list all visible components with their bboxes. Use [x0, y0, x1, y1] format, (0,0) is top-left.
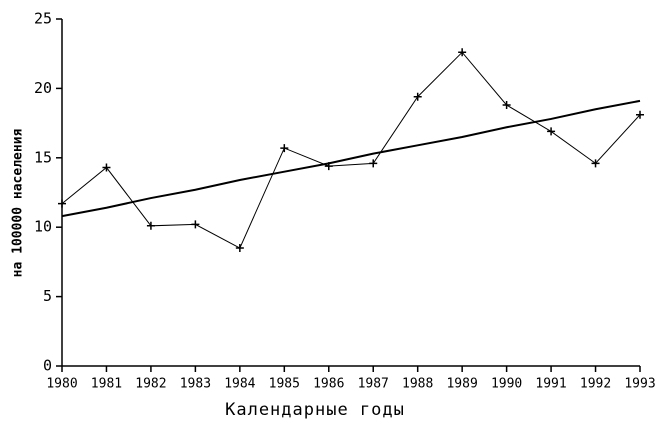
point-marker — [146, 221, 155, 230]
x-tick-label: 1987 — [358, 377, 389, 392]
point-marker — [502, 101, 511, 110]
point-marker — [102, 163, 111, 172]
x-tick-label: 1982 — [135, 377, 166, 392]
point-marker — [547, 127, 556, 136]
point-marker — [280, 144, 289, 153]
x-tick-label: 1981 — [91, 377, 122, 392]
x-axis-label: Календарные годы — [225, 400, 405, 420]
x-tick-label: 1985 — [269, 377, 300, 392]
y-tick-label: 0 — [43, 357, 52, 375]
x-tick-label: 1990 — [491, 377, 522, 392]
x-tick-label: 1983 — [180, 377, 211, 392]
data-line — [61, 51, 641, 249]
trend-line — [61, 99, 641, 218]
x-tick-label: 1991 — [535, 377, 566, 392]
y-tick-label: 5 — [43, 287, 52, 305]
x-tick-label: 1980 — [46, 377, 77, 392]
x-tick-label: 1986 — [313, 377, 344, 392]
point-marker — [235, 244, 244, 253]
point-marker — [369, 159, 378, 168]
y-tick-label: 15 — [34, 148, 52, 166]
y-tick-label: 20 — [34, 79, 52, 97]
x-tick-label: 1992 — [580, 377, 611, 392]
x-tick-label: 1993 — [624, 377, 655, 392]
x-tick-label: 1988 — [402, 377, 433, 392]
y-tick-label: 25 — [34, 10, 52, 28]
point-marker — [591, 159, 600, 168]
y-tick-label: 10 — [34, 218, 52, 236]
point-marker — [191, 220, 200, 229]
point-marker — [458, 48, 467, 57]
x-tick-label: 1989 — [446, 377, 477, 392]
point-marker — [636, 110, 644, 119]
point-marker — [413, 92, 422, 101]
x-tick-label: 1984 — [224, 377, 255, 392]
point-marker — [58, 199, 66, 208]
y-axis-label: на 100000 населения — [11, 128, 26, 277]
